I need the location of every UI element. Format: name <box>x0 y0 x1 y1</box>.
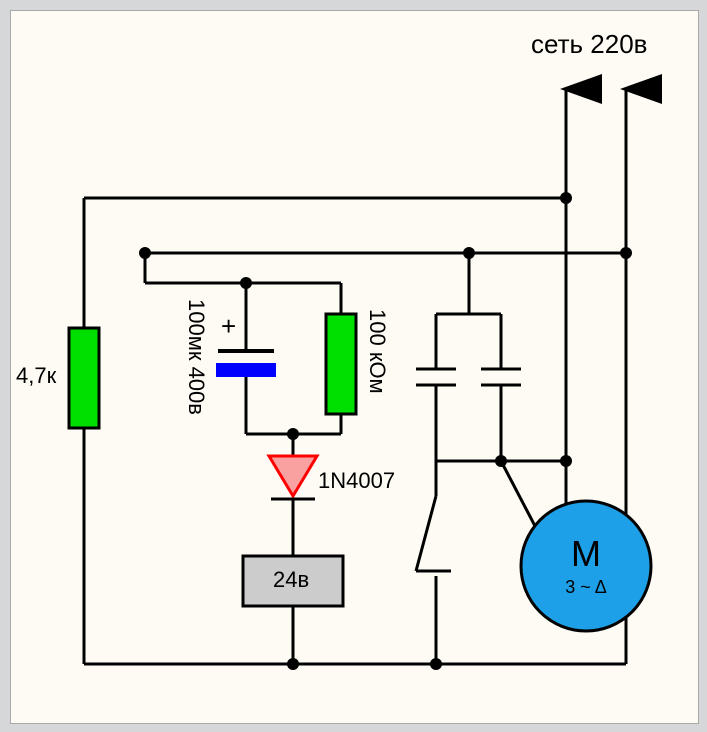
node <box>139 247 151 259</box>
motor-label-bottom: 3 ~ Δ <box>565 577 607 597</box>
resistor-r2 <box>326 314 356 414</box>
label-r1: 4,7к <box>16 363 56 389</box>
resistor-r1 <box>69 328 99 428</box>
schematic-canvas: M 3 ~ Δ сеть 220в 4,7к 100мк 400в + 100 … <box>10 10 699 724</box>
node <box>287 658 299 670</box>
node <box>240 277 252 289</box>
schematic-svg: M 3 ~ Δ <box>11 11 698 723</box>
node <box>620 247 632 259</box>
label-diode: 1N4007 <box>318 468 395 494</box>
node <box>463 247 475 259</box>
node <box>287 428 299 440</box>
node <box>560 192 572 204</box>
page-frame: M 3 ~ Δ сеть 220в 4,7к 100мк 400в + 100 … <box>0 0 707 732</box>
label-relay-coil: 24в <box>273 567 309 593</box>
node <box>495 455 507 467</box>
label-c1: 100мк 400в <box>183 299 209 415</box>
label-c1-plus: + <box>221 311 236 342</box>
cap-c1-neg-plate <box>216 363 276 377</box>
node <box>430 658 442 670</box>
switch-blade <box>416 496 436 571</box>
label-mains: сеть 220в <box>531 29 647 60</box>
motor-label-top: M <box>571 533 601 574</box>
diode-d1 <box>269 456 317 496</box>
node <box>560 455 572 467</box>
wire-motor-t3 <box>501 461 535 526</box>
label-r2: 100 кОм <box>364 309 390 394</box>
